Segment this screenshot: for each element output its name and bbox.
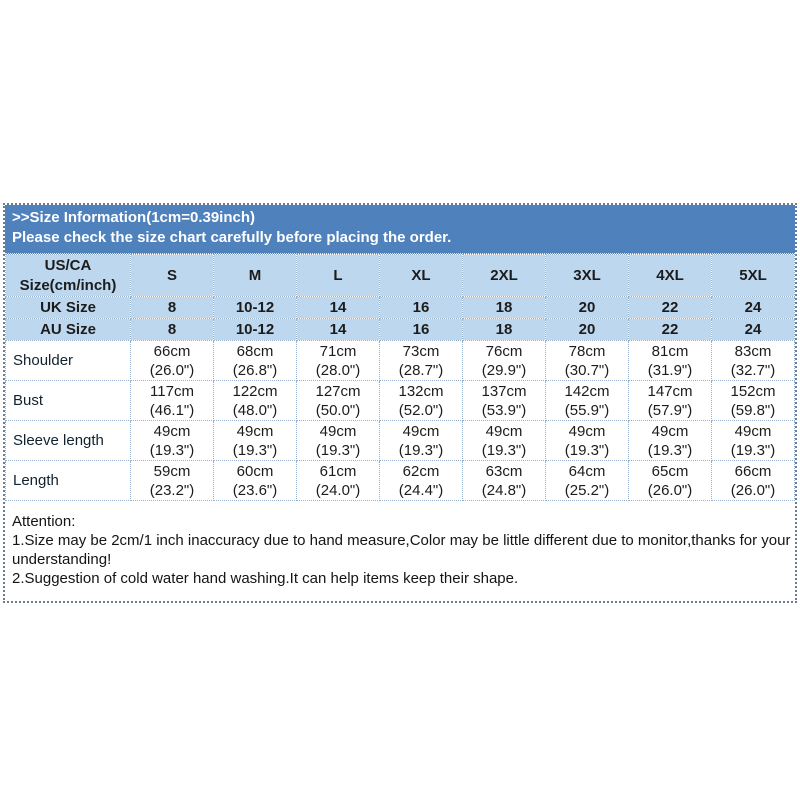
measurement-cell: 49cm (19.3") bbox=[379, 420, 463, 461]
sleeve-length-row: Sleeve length 49cm (19.3") 49cm (19.3") 49… bbox=[5, 420, 795, 461]
measurement-cell: 59cm (23.2") bbox=[130, 460, 214, 501]
measurement-cell: 81cm (31.9") bbox=[628, 340, 712, 381]
measurement-cell: 65cm (26.0") bbox=[628, 460, 712, 501]
bust-row: Bust 117cm (46.1") 122cm (48.0") 127cm (50.… bbox=[5, 380, 795, 421]
measurement-cell: 49cm (19.3") bbox=[130, 420, 214, 461]
measurement-cell: 137cm (53.9") bbox=[462, 380, 546, 421]
measurement-cell: 73cm (28.7") bbox=[379, 340, 463, 381]
measurement-cell: 49cm (19.3") bbox=[545, 420, 629, 461]
uk-size-cell: 22 bbox=[628, 296, 712, 319]
attention-title: Attention: bbox=[12, 513, 76, 530]
uk-size-cell: 18 bbox=[462, 296, 546, 319]
uk-size-cell: 8 bbox=[130, 296, 214, 319]
length-row-label: Length bbox=[5, 460, 131, 501]
size-chart-table: US/CA Size(cm/inch) S M L XL 2XL 3XL 4XL… bbox=[5, 254, 795, 501]
size-info-banner: >>Size Information(1cm=0.39inch) Please … bbox=[5, 205, 795, 254]
size-col-header-5xl: 5XL bbox=[711, 254, 795, 297]
measurement-cell: 60cm (23.6") bbox=[213, 460, 297, 501]
size-col-header-l: L bbox=[296, 254, 380, 297]
au-size-cell: 24 bbox=[711, 318, 795, 341]
attention-line-3: 2.Suggestion of cold water hand washing.… bbox=[12, 570, 519, 587]
measurement-cell: 132cm (52.0") bbox=[379, 380, 463, 421]
measurement-cell: 152cm (59.8") bbox=[711, 380, 795, 421]
measurement-cell: 71cm (28.0") bbox=[296, 340, 380, 381]
measurement-cell: 62cm (24.4") bbox=[379, 460, 463, 501]
banner-line-1: >>Size Information(1cm=0.39inch) bbox=[12, 209, 255, 226]
length-row: Length 59cm (23.2") 60cm (23.6") 61cm (24.0… bbox=[5, 460, 795, 501]
measurement-cell: 61cm (24.0") bbox=[296, 460, 380, 501]
measurement-cell: 66cm (26.0") bbox=[130, 340, 214, 381]
measurement-cell: 76cm (29.9") bbox=[462, 340, 546, 381]
size-col-header-4xl: 4XL bbox=[628, 254, 712, 297]
au-size-cell: 8 bbox=[130, 318, 214, 341]
measurement-cell: 127cm (50.0") bbox=[296, 380, 380, 421]
measurement-cell: 66cm (26.0") bbox=[711, 460, 795, 501]
measurement-cell: 117cm (46.1") bbox=[130, 380, 214, 421]
corner-cell: US/CA Size(cm/inch) bbox=[5, 254, 131, 297]
measurement-cell: 64cm (25.2") bbox=[545, 460, 629, 501]
banner-line-2: Please check the size chart carefully be… bbox=[12, 229, 452, 246]
uk-size-row-label: UK Size bbox=[5, 296, 131, 319]
measurement-cell: 83cm (32.7") bbox=[711, 340, 795, 381]
measurement-cell: 122cm (48.0") bbox=[213, 380, 297, 421]
measurement-cell: 63cm (24.8") bbox=[462, 460, 546, 501]
uk-size-cell: 16 bbox=[379, 296, 463, 319]
au-size-cell: 22 bbox=[628, 318, 712, 341]
size-col-header-m: M bbox=[213, 254, 297, 297]
measurement-cell: 49cm (19.3") bbox=[296, 420, 380, 461]
measurement-cell: 49cm (19.3") bbox=[628, 420, 712, 461]
measurement-cell: 49cm (19.3") bbox=[711, 420, 795, 461]
au-size-cell: 16 bbox=[379, 318, 463, 341]
size-col-header-s: S bbox=[130, 254, 214, 297]
au-size-row-label: AU Size bbox=[5, 318, 131, 341]
measurement-cell: 142cm (55.9") bbox=[545, 380, 629, 421]
size-col-header-2xl: 2XL bbox=[462, 254, 546, 297]
uk-size-cell: 24 bbox=[711, 296, 795, 319]
shoulder-row: Shoulder 66cm (26.0") 68cm (26.8") 71cm (28… bbox=[5, 340, 795, 381]
bust-row-label: Bust bbox=[5, 380, 131, 421]
uk-size-cell: 14 bbox=[296, 296, 380, 319]
corner-line-2: Size(cm/inch) bbox=[19, 276, 117, 294]
measurement-cell: 78cm (30.7") bbox=[545, 340, 629, 381]
au-size-cell: 14 bbox=[296, 318, 380, 341]
measurement-cell: 49cm (19.3") bbox=[213, 420, 297, 461]
size-chart-sheet: >>Size Information(1cm=0.39inch) Please … bbox=[3, 203, 797, 603]
sleeve-length-row-label: Sleeve length bbox=[5, 420, 131, 461]
size-col-header-3xl: 3XL bbox=[545, 254, 629, 297]
corner-line-1: US/CA bbox=[44, 256, 92, 274]
au-size-cell: 20 bbox=[545, 318, 629, 341]
measurement-cell: 147cm (57.9") bbox=[628, 380, 712, 421]
size-header-row: US/CA Size(cm/inch) S M L XL 2XL 3XL 4XL… bbox=[5, 254, 795, 297]
measurement-cell: 49cm (19.3") bbox=[462, 420, 546, 461]
attention-note: Attention: 1.Size may be 2cm/1 inch inac… bbox=[5, 501, 795, 601]
uk-size-row: UK Size 8 10-12 14 16 18 20 22 24 bbox=[5, 296, 795, 319]
uk-size-cell: 10-12 bbox=[213, 296, 297, 319]
shoulder-row-label: Shoulder bbox=[5, 340, 131, 381]
au-size-row: AU Size 8 10-12 14 16 18 20 22 24 bbox=[5, 318, 795, 341]
au-size-cell: 10-12 bbox=[213, 318, 297, 341]
size-col-header-xl: XL bbox=[379, 254, 463, 297]
uk-size-cell: 20 bbox=[545, 296, 629, 319]
attention-line-2: understanding! bbox=[12, 551, 112, 568]
measurement-cell: 68cm (26.8") bbox=[213, 340, 297, 381]
au-size-cell: 18 bbox=[462, 318, 546, 341]
attention-line-1: 1.Size may be 2cm/1 inch inaccuracy due … bbox=[12, 532, 791, 549]
